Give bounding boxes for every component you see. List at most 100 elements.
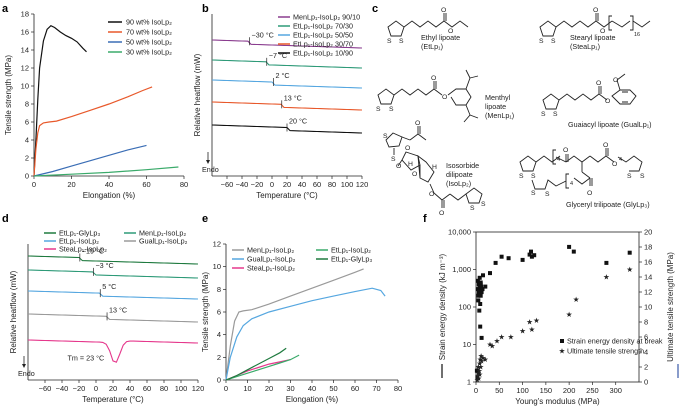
uts-point: ★ — [475, 374, 482, 383]
legend-label-1: MenLp₁-IsoLp₂ 90/10 — [293, 13, 360, 22]
atom-s-1: S — [387, 38, 392, 45]
uts-point: ★ — [489, 342, 496, 351]
tg-label-2: −3 °C — [95, 261, 113, 270]
uts-point: ★ — [626, 265, 633, 274]
chem-guaiacyl: Guaiacyl lipoate (GualLp₁) — [568, 120, 652, 129]
legend-label-2: GualLp₁-IsoLp₂ — [247, 255, 296, 264]
menthyl-lipoate-structure — [377, 69, 479, 123]
atom-o-6: O — [442, 94, 447, 101]
y-tick-label: 16 — [21, 28, 29, 37]
atom-o-16: O — [563, 147, 568, 154]
panel-c-structures — [377, 13, 651, 208]
x-tick-label: 40 — [105, 180, 113, 189]
panel-label-a: a — [2, 3, 9, 15]
series-line-4 — [33, 166, 179, 177]
y-axis-label: Relative heatflow (mW) — [193, 53, 202, 136]
uts-point: ★ — [475, 363, 482, 372]
y-tick-label: 4 — [25, 136, 29, 145]
atom-o-10: O — [415, 120, 420, 127]
panel-label-c: c — [372, 3, 378, 15]
chem-ethyl-name: Ethyl lipoate — [421, 33, 460, 42]
series-line-2 — [33, 86, 153, 177]
x-tick-label: 0 — [270, 180, 274, 189]
y2-tick-label: 18 — [644, 243, 652, 252]
sed-point — [567, 244, 572, 249]
x-tick-label: 20 — [67, 180, 75, 189]
tg-label-1: −19 °C — [82, 247, 104, 256]
chem-stearyl-name: Stearyl lipoate — [570, 33, 616, 42]
sed-point — [506, 256, 511, 261]
atom-o-19: O — [587, 190, 592, 197]
legend-label-4: EtLp₁-IsoLp₂ 30/70 — [293, 40, 353, 49]
x-tick-label: 60 — [143, 384, 151, 393]
x-tick-label: 120 — [192, 384, 205, 393]
legend-label-4: GualLp₁-IsoLp₂ — [139, 237, 188, 246]
chem-atoms: S S O O S S O O 16 S S O O S S O O O S S… — [376, 7, 645, 217]
y-tick-label: 10 — [463, 340, 471, 349]
x-tick-label: −40 — [236, 180, 249, 189]
atom-s-4: S — [551, 38, 556, 45]
legend-swatch-1 — [560, 339, 564, 343]
panel-label-b: b — [202, 3, 209, 15]
glyceryl-trilipoate-structure — [519, 148, 643, 190]
y2-tick-label: 0 — [644, 378, 648, 387]
endo-arrowhead — [206, 160, 210, 164]
y2-tick-label: 16 — [644, 258, 652, 267]
sed-point — [493, 260, 498, 265]
x-tick-label: 0 — [474, 386, 478, 395]
plot-frame — [475, 231, 640, 383]
sed-point — [475, 375, 480, 380]
uts-point: ★ — [498, 333, 505, 342]
uts-point: ★ — [487, 340, 494, 349]
atom-s-10: S — [391, 156, 396, 163]
atom-o-15: O — [429, 191, 434, 198]
x-tick-label: 40 — [308, 384, 316, 393]
stearyl-lipoate-structure — [539, 13, 651, 37]
atom-s-3: S — [539, 38, 544, 45]
x-tick-label: 60 — [313, 180, 321, 189]
legend-label-5: EtLp₁-IsoLp₂ 10/90 — [293, 49, 353, 58]
sed-point — [479, 290, 484, 295]
x-axis-label: Elongation (%) — [286, 395, 339, 404]
atom-o-7: O — [596, 80, 601, 87]
uts-point: ★ — [475, 369, 482, 378]
x-tick-label: 10 — [243, 384, 251, 393]
uts-point: ★ — [566, 310, 573, 319]
sub-4-a: 4 — [557, 157, 560, 163]
x-axis-label: Temperature (°C) — [256, 191, 318, 200]
panel-e-tensile-chart: 0 10 20 30 40 50 60 70 80 0 2 4 6 8 10 12 Elongation (%)… — [201, 240, 402, 405]
sed-point — [477, 275, 482, 280]
uts-point: ★ — [477, 363, 484, 372]
chem-glyceryl: Glyceryl trilipoate (GlyLp₃) — [566, 200, 650, 209]
x-tick-label: 50 — [495, 386, 503, 395]
x-tick-label: 0 — [94, 384, 98, 393]
chem-isosorbide-2: dilipoate — [446, 170, 473, 179]
y2-tick-label: 12 — [644, 288, 652, 297]
y2-tick-label: 8 — [644, 318, 648, 327]
sed-point — [529, 249, 533, 254]
x-tick-label: −60 — [221, 180, 234, 189]
y-tick-label: 0 — [217, 376, 221, 385]
atom-o-17: O — [603, 142, 608, 149]
atom-o-3: O — [593, 7, 598, 14]
uts-point: ★ — [478, 357, 485, 366]
sed-point — [520, 257, 525, 262]
atom-o-4: O — [600, 28, 605, 35]
tm-label: Tm = 23 °C — [68, 354, 105, 363]
panel-label-e: e — [202, 213, 208, 225]
y2-tick-label: 20 — [644, 228, 652, 237]
legend-label-1: MenLp₁-IsoLp₂ — [247, 246, 294, 255]
y-axis-label: Relative heatflow (mW) — [9, 270, 18, 353]
y-tick-label: 4 — [217, 330, 221, 339]
isosorbide-dilipoate-structure — [385, 126, 483, 208]
legend-label-1: Strain energy density at break — [567, 337, 663, 346]
x-axis-label: Temperature (°C) — [82, 395, 144, 404]
sed-point — [529, 254, 534, 259]
y-tick-label: 12 — [21, 64, 29, 73]
y-tick-label: 6 — [217, 308, 221, 317]
endo-label: Endo — [202, 165, 219, 174]
series-line-2 — [211, 59, 363, 69]
atom-o-5: O — [431, 75, 436, 82]
x-tick-label: 150 — [540, 386, 553, 395]
x-tick-label: 20 — [109, 384, 117, 393]
